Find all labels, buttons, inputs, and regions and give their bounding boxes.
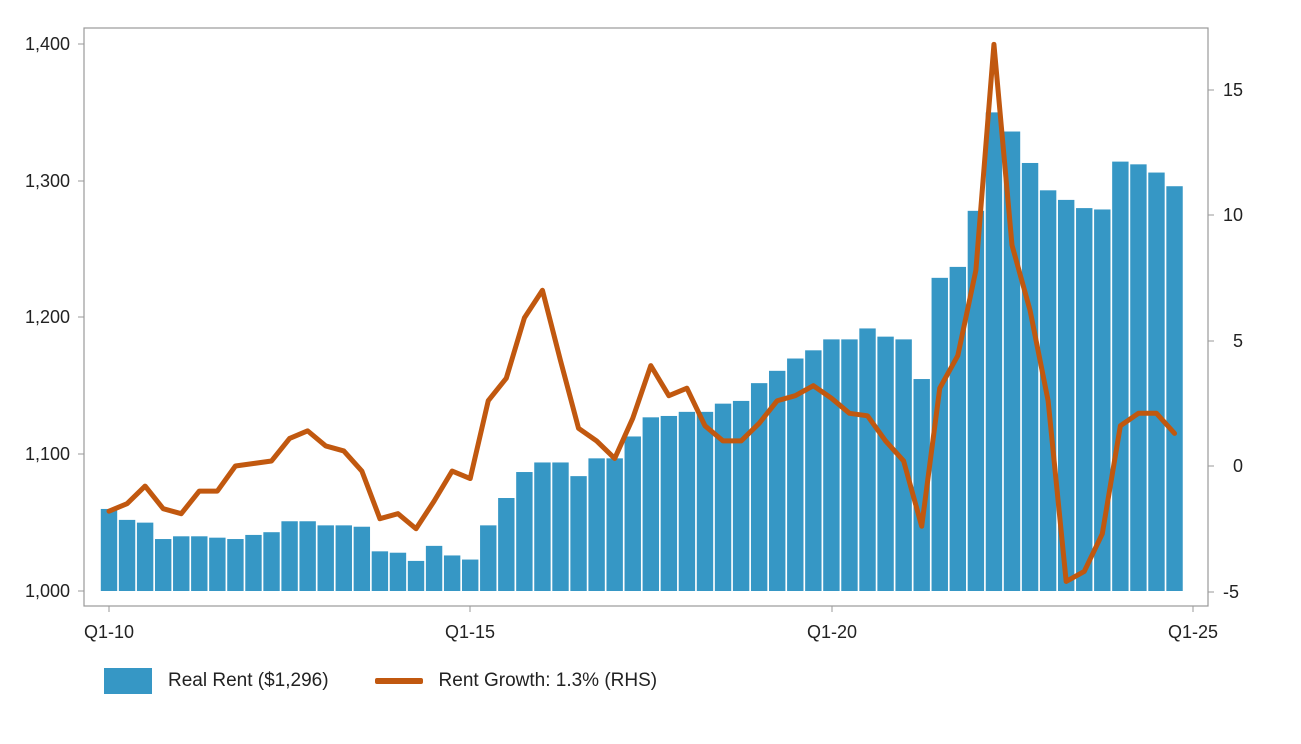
bar-real-rent: [371, 551, 389, 591]
bar-real-rent: [624, 436, 641, 591]
left-tick-label: 1,100: [25, 444, 70, 464]
right-tick-label: 0: [1233, 456, 1243, 476]
bar-real-rent: [570, 476, 587, 591]
bar-real-rent: [498, 498, 515, 591]
bar-real-rent: [1021, 162, 1039, 591]
x-tick-label: Q1-25: [1168, 622, 1218, 642]
left-tick-label: 1,400: [25, 34, 70, 54]
bar-real-rent: [967, 210, 985, 591]
bar-real-rent: [353, 526, 371, 591]
x-tick-label: Q1-15: [445, 622, 495, 642]
bar-real-rent: [931, 277, 948, 591]
bar-series-real-rent: [100, 112, 1183, 592]
right-tick-label: 10: [1223, 205, 1243, 225]
legend-label-real-rent: Real Rent ($1,296): [168, 670, 329, 691]
bar-real-rent: [985, 112, 1003, 592]
bar-real-rent: [462, 559, 479, 591]
legend-bar-swatch: [104, 668, 152, 694]
bar-real-rent: [299, 521, 316, 591]
right-tick-label: 15: [1223, 80, 1243, 100]
bar-real-rent: [1003, 131, 1021, 591]
bar-real-rent: [118, 519, 136, 591]
bar-real-rent: [552, 462, 569, 591]
bar-real-rent: [191, 536, 208, 591]
bar-real-rent: [642, 417, 659, 591]
left-tick-label: 1,300: [25, 171, 70, 191]
bar-real-rent: [732, 400, 750, 591]
bar-real-rent: [516, 472, 533, 591]
left-y-axis: 1,000 1,100 1,200 1,300 1,400: [25, 34, 84, 601]
legend-item-rent-growth: Rent Growth: 1.3% (RHS): [374, 670, 658, 692]
bar-real-rent: [407, 560, 425, 591]
right-tick-label: 5: [1233, 331, 1243, 351]
x-axis: Q1-10 Q1-15 Q1-20 Q1-25: [84, 606, 1218, 642]
right-tick-label: -5: [1223, 582, 1239, 602]
bar-real-rent: [606, 458, 623, 591]
bar-real-rent: [805, 350, 822, 591]
bar-real-rent: [227, 539, 244, 591]
bar-real-rent: [1166, 186, 1183, 591]
bar-real-rent: [154, 539, 172, 591]
bar-real-rent: [281, 521, 298, 591]
bar-real-rent: [769, 370, 786, 591]
bar-real-rent: [245, 534, 262, 591]
legend-line-swatch: [374, 678, 423, 684]
bar-real-rent: [173, 536, 190, 591]
bar-real-rent: [209, 537, 226, 591]
bar-real-rent: [263, 532, 280, 591]
bar-real-rent: [1076, 208, 1093, 591]
bar-real-rent: [1057, 199, 1075, 591]
bar-real-rent: [714, 403, 732, 591]
legend-item-real-rent: Real Rent ($1,296): [104, 668, 329, 694]
bar-real-rent: [787, 358, 804, 591]
bar-real-rent: [100, 508, 118, 591]
bar-real-rent: [1112, 161, 1129, 592]
bar-real-rent: [696, 411, 714, 591]
bar-real-rent: [425, 545, 443, 591]
bar-real-rent: [588, 458, 605, 591]
bar-real-rent: [534, 462, 551, 591]
bar-real-rent: [335, 525, 352, 591]
bar-real-rent: [750, 383, 768, 591]
bar-real-rent: [859, 328, 876, 591]
bar-real-rent: [389, 552, 407, 591]
x-tick-label: Q1-20: [807, 622, 857, 642]
x-tick-label: Q1-10: [84, 622, 134, 642]
bar-real-rent: [1148, 172, 1165, 592]
bar-real-rent: [443, 555, 461, 591]
bar-real-rent: [877, 336, 894, 591]
left-tick-label: 1,200: [25, 307, 70, 327]
legend: Real Rent ($1,296) Rent Growth: 1.3% (RH…: [104, 668, 703, 694]
line-series-rent-growth: [106, 41, 1178, 584]
bar-real-rent: [317, 525, 334, 591]
bar-real-rent: [660, 415, 678, 591]
bar-real-rent: [949, 266, 967, 591]
bar-real-rent: [823, 339, 840, 591]
bar-real-rent: [1130, 164, 1147, 591]
bar-real-rent: [913, 379, 930, 591]
bar-real-rent: [480, 525, 497, 591]
bar-real-rent: [841, 339, 858, 591]
bar-real-rent: [136, 522, 154, 592]
bar-real-rent: [678, 411, 696, 591]
left-tick-label: 1,000: [25, 581, 70, 601]
legend-label-rent-growth: Rent Growth: 1.3% (RHS): [438, 670, 658, 691]
right-y-axis: -5 0 5 10 15: [1208, 80, 1243, 602]
